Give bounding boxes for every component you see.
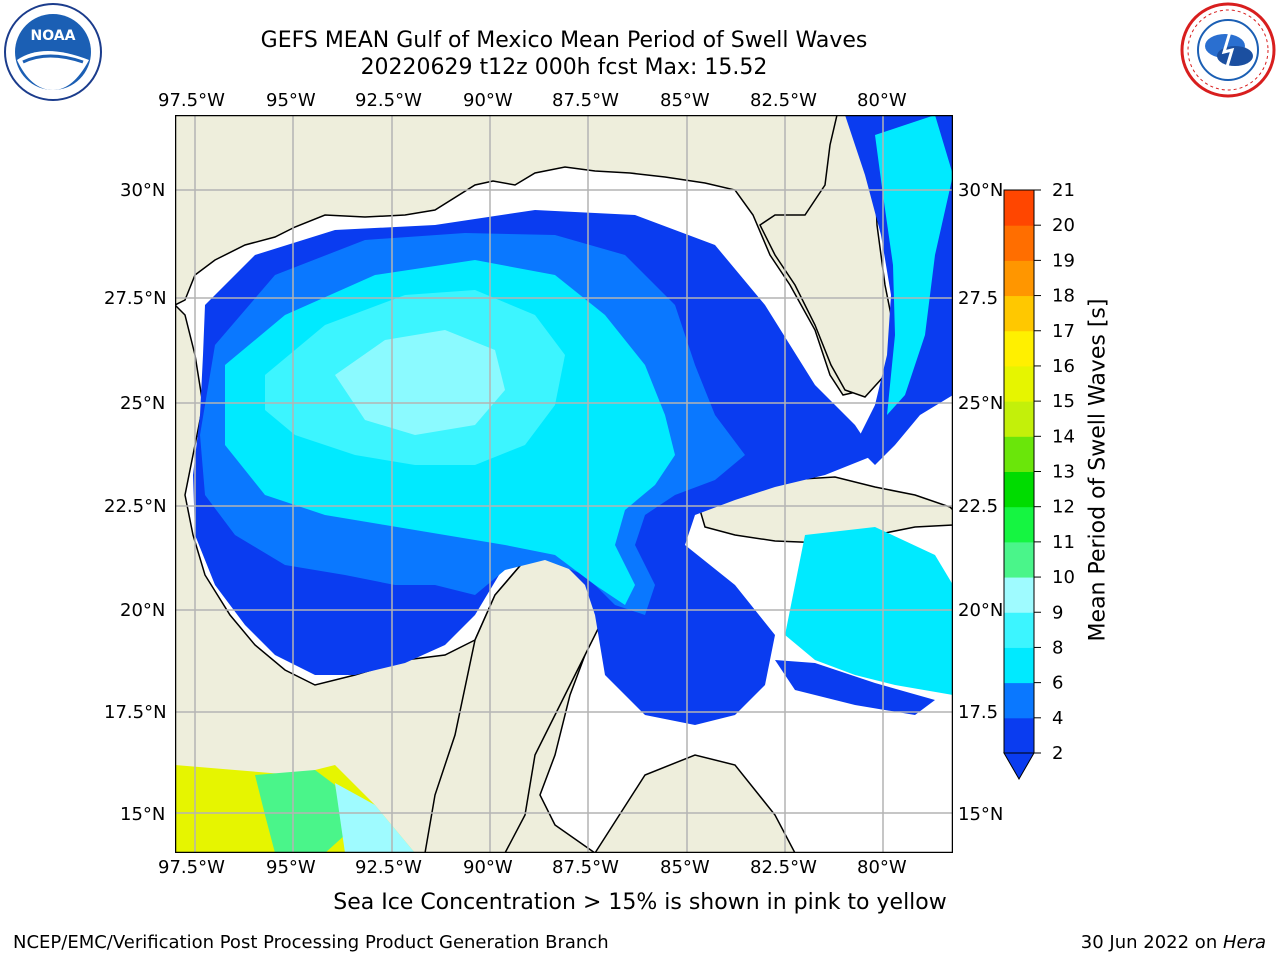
colorbar-tick-label: 13	[1052, 462, 1075, 483]
nws-logo	[1180, 2, 1276, 98]
lat-label-right: 30°N	[958, 180, 1004, 201]
colorbar-segment	[1004, 225, 1034, 261]
lat-label-right: 27.5	[958, 288, 999, 309]
lon-label-top: 85°W	[660, 90, 710, 111]
lon-label-top: 90°W	[463, 90, 513, 111]
lat-label-right: 22.5	[958, 496, 999, 517]
graticule	[175, 115, 953, 853]
lon-label-bottom: 95°W	[266, 857, 316, 878]
colorbar-segment	[1004, 295, 1034, 332]
colorbar-segment	[1004, 506, 1034, 543]
lat-label-right: 15°N	[958, 804, 1004, 825]
footer-host: Hera	[1222, 932, 1266, 953]
colorbar-tick-label: 9	[1052, 602, 1063, 623]
sea-ice-note: Sea Ice Concentration > 15% is shown in …	[333, 890, 947, 915]
colorbar-tick-label: 18	[1052, 286, 1075, 307]
lat-label-right: 17.5	[958, 702, 999, 723]
noaa-logo: NOAA	[3, 2, 103, 102]
colorbar-tick-label: 6	[1052, 673, 1063, 694]
lon-label-bottom: 92.5°W	[355, 857, 422, 878]
lat-label-left: 25°N	[120, 393, 166, 414]
colorbar-label: Mean Period of Swell Waves [s]	[1085, 298, 1111, 642]
swell-pacific-green	[255, 770, 345, 853]
colorbar-tick-label: 20	[1052, 215, 1075, 236]
lat-label-left: 17.5°N	[104, 702, 167, 723]
lon-label-top: 97.5°W	[158, 90, 225, 111]
lon-label-bottom: 80°W	[857, 857, 907, 878]
colorbar-tick-label: 19	[1052, 250, 1075, 271]
lon-label-top: 95°W	[266, 90, 316, 111]
colorbar-segment	[1004, 577, 1034, 613]
lon-label-bottom: 97.5°W	[158, 857, 225, 878]
colorbar-extend-triangle	[1003, 752, 1035, 781]
lat-label-left: 27.5°N	[104, 288, 167, 309]
footer-left: NCEP/EMC/Verification Post Processing Pr…	[13, 932, 609, 953]
colorbar-segment	[1004, 401, 1034, 437]
lon-label-top: 87.5°W	[552, 90, 619, 111]
colorbar-segment	[1004, 717, 1034, 754]
lon-label-bottom: 82.5°W	[750, 857, 817, 878]
colorbar-segment	[1004, 365, 1034, 402]
colorbar-frame	[1003, 189, 1035, 754]
colorbar-tick-label: 21	[1052, 180, 1075, 201]
colorbar-tick-label: 16	[1052, 356, 1075, 377]
swell-band-9s	[335, 330, 505, 435]
colorbar-segment	[1004, 471, 1034, 508]
lon-label-top: 80°W	[857, 90, 907, 111]
swell-caribbean-edge	[775, 660, 935, 715]
colorbar-segment	[1004, 436, 1034, 472]
lat-label-left: 15°N	[120, 804, 166, 825]
colorbar-tick-label: 15	[1052, 391, 1075, 412]
lat-label-left: 30°N	[120, 180, 166, 201]
colorbar-tick-label: 11	[1052, 532, 1075, 553]
colorbar-segment	[1004, 682, 1034, 719]
colorbar-tick-label: 10	[1052, 567, 1075, 588]
map-plot	[175, 115, 953, 853]
lon-label-bottom: 87.5°W	[552, 857, 619, 878]
colorbar-tick-label: 2	[1052, 743, 1063, 764]
swell-pacific-light	[335, 783, 415, 853]
chart-subtitle: 20220629 t12z 000h fcst Max: 15.52	[360, 55, 768, 80]
colorbar-tick-label: 17	[1052, 321, 1075, 342]
map-frame	[175, 115, 953, 853]
colorbar-segment	[1004, 330, 1034, 367]
lat-label-right: 25°N	[958, 393, 1004, 414]
noaa-logo-text: NOAA	[31, 28, 76, 44]
colorbar-segment	[1004, 260, 1034, 297]
colorbar-segment	[1004, 647, 1034, 684]
footer-date: 30 Jun 2022 on	[1080, 932, 1223, 953]
colorbar-segment	[1004, 612, 1034, 648]
colorbar-tick-label: 12	[1052, 497, 1075, 518]
lat-label-left: 22.5°N	[104, 496, 167, 517]
colorbar-segment	[1004, 541, 1034, 578]
colorbar-tick-label: 4	[1052, 708, 1063, 729]
colorbar-segment	[1004, 190, 1034, 226]
lon-label-top: 92.5°W	[355, 90, 422, 111]
footer-right: 30 Jun 2022 on Hera	[1081, 932, 1266, 953]
land-central-america	[594, 754, 796, 853]
lon-label-bottom: 85°W	[660, 857, 710, 878]
chart-title: GEFS MEAN Gulf of Mexico Mean Period of …	[260, 28, 868, 53]
lat-label-left: 20°N	[120, 600, 166, 621]
swell-caribbean	[785, 527, 953, 695]
lon-label-top: 82.5°W	[750, 90, 817, 111]
colorbar-tick-label: 14	[1052, 426, 1075, 447]
colorbar-tick-label: 8	[1052, 637, 1063, 658]
lon-label-bottom: 90°W	[463, 857, 513, 878]
lat-label-right: 20°N	[958, 600, 1004, 621]
